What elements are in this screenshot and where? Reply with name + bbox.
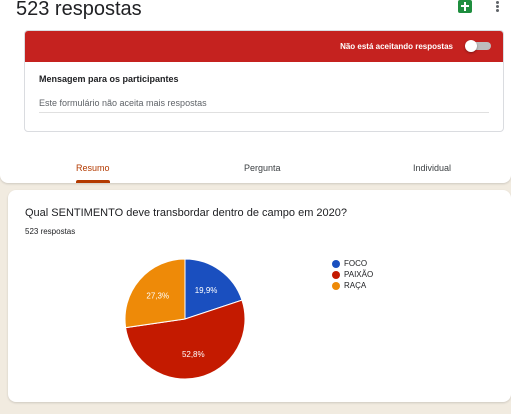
legend-item-foco[interactable]: FOCO <box>332 259 373 268</box>
question-summary-card: Qual SENTIMENTO deve transbordar dentro … <box>8 190 511 402</box>
toggle-knob <box>465 40 477 52</box>
pie-slice-foco[interactable] <box>184 258 243 320</box>
question-title: Qual SENTIMENTO deve transbordar dentro … <box>25 207 348 219</box>
legend-item-paixao[interactable]: PAIXÃO <box>332 270 373 279</box>
question-response-count: 523 respostas <box>25 227 76 236</box>
tab-pergunta[interactable]: Pergunta <box>244 163 281 173</box>
pie-slice-paixao[interactable] <box>125 299 246 380</box>
legend-label-paixao: PAIXÃO <box>344 270 374 279</box>
chart-legend: FOCO PAIXÃO RAÇA <box>332 259 373 292</box>
message-field-underline <box>39 112 489 113</box>
legend-swatch-paixao <box>332 270 340 279</box>
legend-item-raca[interactable]: RAÇA <box>332 281 373 290</box>
accepting-responses-toggle[interactable] <box>465 40 491 52</box>
pie-chart: 19,9% 52,8% 27,3% <box>124 258 246 380</box>
active-tab-indicator <box>76 180 110 183</box>
legend-label-foco: FOCO <box>344 259 368 268</box>
accepting-responses-panel: Não está aceitando respostas Mensagem pa… <box>24 30 504 132</box>
pie-label-raca: 27,3% <box>146 291 169 300</box>
tab-individual[interactable]: Individual <box>413 163 452 173</box>
legend-swatch-raca <box>332 281 340 290</box>
message-field[interactable]: Este formulário não aceita mais resposta… <box>39 98 207 108</box>
tab-resumo[interactable]: Resumo <box>76 163 110 173</box>
page-title: 523 respostas <box>16 0 142 20</box>
pie-slice-raca[interactable] <box>124 258 186 329</box>
message-label: Mensagem para os participantes <box>39 74 179 84</box>
legend-label-raca: RAÇA <box>344 281 367 290</box>
pie-label-paixao: 52,8% <box>182 350 205 359</box>
sheets-icon[interactable] <box>458 0 472 13</box>
legend-swatch-foco <box>332 259 340 268</box>
accepting-status-bar: Não está aceitando respostas <box>25 31 503 62</box>
accepting-status-label: Não está aceitando respostas <box>340 42 453 51</box>
toggle-track <box>469 42 491 50</box>
summary-header-card: 523 respostas Não está aceitando respost… <box>0 0 511 183</box>
more-options-icon[interactable] <box>494 0 500 14</box>
pie-label-foco: 19,9% <box>195 286 218 295</box>
